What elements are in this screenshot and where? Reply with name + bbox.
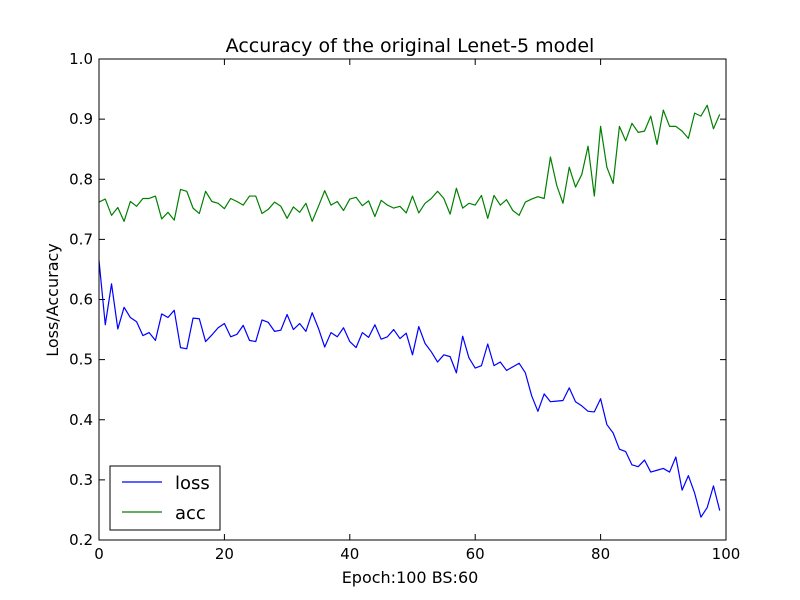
plot-frame (98, 58, 727, 541)
x-tick-label: 80 (591, 545, 610, 563)
y-tick-label: 0.4 (69, 411, 93, 429)
chart-title: Accuracy of the original Lenet-5 model (226, 35, 595, 57)
plot-area (99, 59, 726, 540)
y-tick-label: 0.3 (69, 471, 93, 489)
y-tick-label: 0.8 (69, 170, 93, 188)
y-tick-label: 0.9 (69, 110, 93, 128)
plot-background (99, 59, 726, 540)
y-tick-label: 0.2 (69, 531, 93, 549)
legend-loss-label: loss (175, 473, 210, 494)
y-axis-label: Loss/Accuracy (43, 243, 62, 357)
legend-box (109, 465, 221, 531)
series-line-acc (98, 104, 721, 222)
legend: loss acc (109, 465, 221, 531)
y-tick-label: 0.7 (69, 230, 93, 248)
y-tick-label: 0.6 (69, 291, 93, 309)
y-tick-label: 1.0 (69, 50, 93, 68)
x-axis-label: Epoch:100 BS:60 (342, 568, 479, 587)
x-tick-label: 20 (215, 545, 234, 563)
x-tick-label: 0 (94, 545, 104, 563)
series-line-loss (98, 260, 721, 518)
x-tick-label: 100 (712, 545, 741, 563)
ticks-layer: 0 20 40 60 80 100 0.2 0.3 0.4 0.5 0.6 0.7 0.8 0.9 1.0 (69, 50, 740, 563)
series-layer (98, 104, 721, 518)
x-tick-label: 40 (340, 545, 359, 563)
x-tick-label: 60 (466, 545, 485, 563)
y-tick-label: 0.5 (69, 351, 93, 369)
legend-acc-label: acc (175, 503, 206, 524)
